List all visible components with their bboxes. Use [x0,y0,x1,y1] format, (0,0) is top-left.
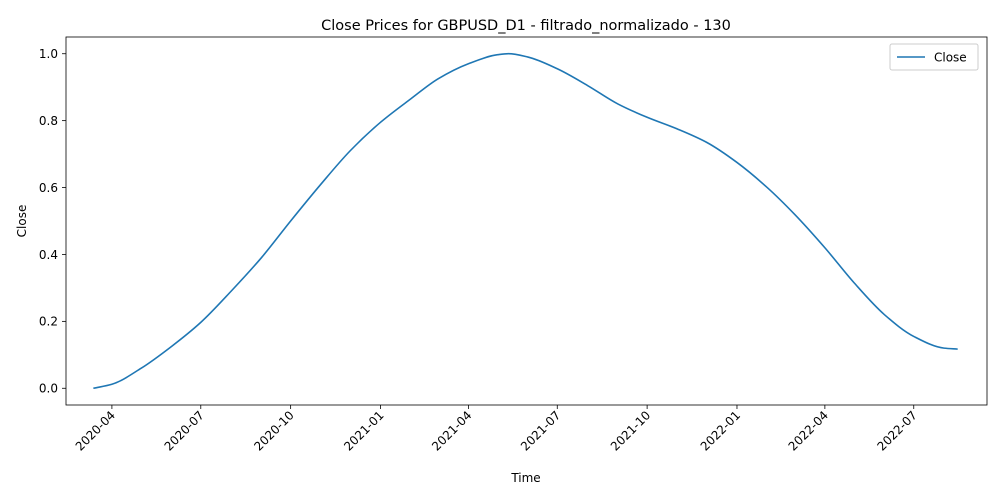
x-axis: 2020-04 2020-07 2020-10 2021-01 2021-04 2021-… [73,405,920,454]
x-tick-label: 2020-07 [162,408,207,453]
x-tick-label: 2022-01 [698,408,743,453]
chart-title: Close Prices for GBPUSD_D1 - filtrado_no… [321,18,731,34]
x-tick-label: 2021-04 [429,408,474,453]
plot-area [65,36,988,406]
y-tick-label: 0.0 [39,382,58,396]
x-tick-label: 2021-01 [341,408,386,453]
x-tick-label: 2020-10 [251,408,296,453]
x-tick-label: 2022-04 [786,408,831,453]
x-tick-label: 2022-07 [875,408,920,453]
legend-box [889,43,979,71]
x-tick-label: 2021-07 [518,408,563,453]
close-series-line [93,52,958,390]
x-tick-label: 2021-10 [608,408,653,453]
y-tick-label: 1.0 [39,47,58,61]
y-tick-label: 0.8 [39,114,58,128]
y-tick-label: 0.6 [39,181,58,195]
y-tick-label: 0.2 [39,315,58,329]
y-tick-label: 0.4 [39,248,58,262]
y-axis: 0.0 0.2 0.4 0.6 0.8 1.0 [39,47,66,396]
legend: Close [889,43,979,71]
y-axis-label: Close [15,205,29,238]
x-axis-label: Time [510,471,540,485]
x-tick-label: 2020-04 [73,408,118,453]
legend-label-close: Close [934,51,967,65]
